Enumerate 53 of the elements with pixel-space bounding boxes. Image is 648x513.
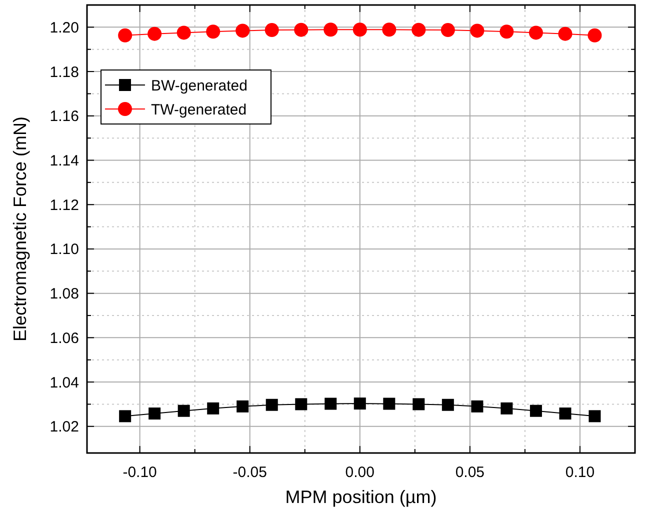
legend-label: BW-generated [151, 77, 248, 94]
point [412, 22, 426, 37]
point [558, 26, 572, 41]
point [178, 404, 190, 417]
point [471, 400, 484, 412]
point [324, 22, 338, 37]
point [559, 408, 572, 420]
point [236, 24, 250, 38]
y-tick-label: 1.04 [50, 374, 79, 392]
point [118, 28, 132, 42]
y-tick-label: 1.18 [50, 64, 79, 81]
point [206, 24, 220, 39]
y-tick-label: 1.14 [50, 152, 79, 170]
point [236, 400, 249, 412]
point [382, 22, 396, 37]
point [530, 404, 542, 417]
y-tick-label: 1.12 [50, 196, 79, 214]
y-axis-title: Electromagnetic Force (mN) [10, 116, 30, 342]
x-tick-label: 0.00 [345, 464, 374, 481]
point [500, 24, 514, 39]
point [176, 26, 191, 40]
point [119, 410, 132, 422]
point [440, 23, 455, 38]
y-tick-label: 1.06 [50, 330, 79, 347]
point [352, 22, 367, 37]
point [412, 398, 425, 410]
point [588, 410, 601, 422]
x-tick-label: -0.05 [232, 464, 267, 481]
y-tick-label: 1.20 [50, 19, 79, 36]
point [442, 398, 454, 411]
point [266, 398, 278, 411]
point [528, 26, 543, 40]
point [354, 398, 366, 410]
point [207, 402, 220, 414]
point [500, 402, 513, 414]
legend-label: TW-generated [151, 101, 247, 118]
point [294, 22, 308, 37]
point [295, 398, 308, 410]
y-tick-label: 1.16 [50, 108, 79, 126]
point [383, 398, 396, 410]
point [470, 24, 484, 38]
x-tick-label: 0.10 [565, 464, 595, 481]
point [148, 26, 162, 41]
point [264, 23, 279, 38]
y-tick-label: 1.08 [50, 286, 79, 303]
y-tick-label: 1.10 [50, 241, 79, 258]
x-axis-title: MPM position (µm) [285, 487, 437, 507]
x-tick-label: -0.10 [122, 464, 157, 481]
y-tick-label: 1.02 [50, 418, 79, 436]
point [324, 398, 337, 410]
x-tick-label: 0.05 [455, 464, 485, 481]
point [588, 28, 602, 42]
point [148, 408, 161, 420]
